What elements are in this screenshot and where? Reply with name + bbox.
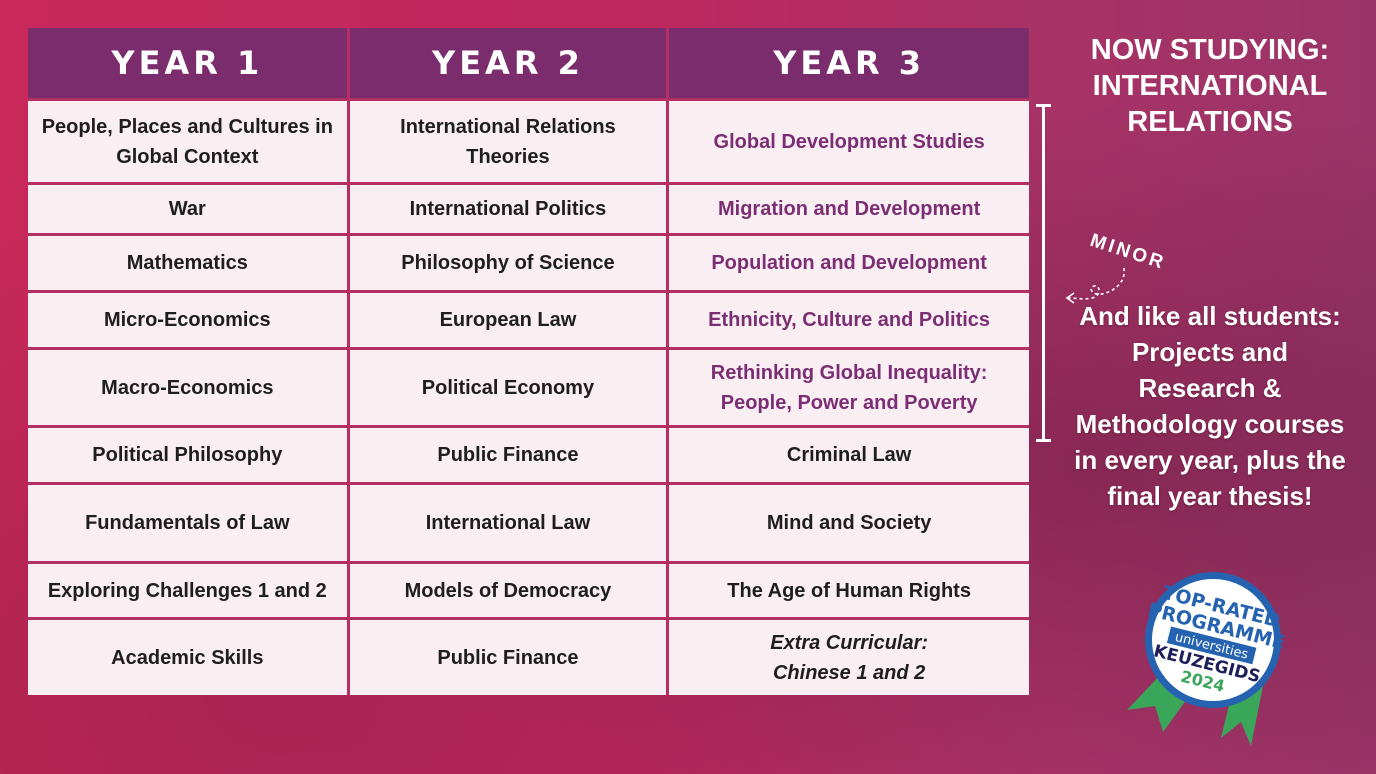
minor-course-cell: Migration and Development xyxy=(666,182,1029,233)
course-cell: European Law xyxy=(346,290,667,347)
course-cell: Micro-Economics xyxy=(28,290,347,347)
minor-course-cell: Rethinking Global Inequality: People, Po… xyxy=(666,347,1029,425)
curly-arrow-icon xyxy=(1065,267,1125,304)
course-cell: Macro-Economics xyxy=(28,347,347,425)
minor-course-cell: Global Development Studies xyxy=(666,98,1029,182)
table-row: Political Philosophy Public Finance Crim… xyxy=(28,425,1029,482)
minor-course-cell: Ethnicity, Culture and Politics xyxy=(666,290,1029,347)
course-cell: Public Finance xyxy=(346,617,667,695)
extra-curricular-cell: Extra Curricular: Chinese 1 and 2 xyxy=(666,617,1029,695)
table-row: War International Politics Migration and… xyxy=(28,182,1029,233)
course-cell: People, Places and Cultures in Global Co… xyxy=(28,98,347,182)
course-cell: Mathematics xyxy=(28,233,347,290)
course-cell: Public Finance xyxy=(346,425,667,482)
course-cell: The Age of Human Rights xyxy=(666,561,1029,617)
now-studying-title: NOW STUDYING: INTERNATIONAL RELATIONS xyxy=(1090,34,1330,138)
course-cell: Mind and Society xyxy=(666,482,1029,561)
table-row: Micro-Economics European Law Ethnicity, … xyxy=(28,290,1029,347)
course-cell: Philosophy of Science xyxy=(346,233,667,290)
curriculum-table: YEAR 1 YEAR 2 YEAR 3 People, Places and … xyxy=(28,28,1029,695)
table-row: Macro-Economics Political Economy Rethin… xyxy=(28,347,1029,425)
course-cell: Academic Skills xyxy=(28,617,347,695)
course-cell: Exploring Challenges 1 and 2 xyxy=(28,561,347,617)
header-row: YEAR 1 YEAR 2 YEAR 3 xyxy=(28,28,1029,98)
course-cell: Criminal Law xyxy=(666,425,1029,482)
course-cell: Models of Democracy xyxy=(346,561,667,617)
year-2-header: YEAR 2 xyxy=(346,28,667,98)
keuzegids-badge: TOP-RATED PROGRAMME universities KEUZEGI… xyxy=(1127,572,1287,746)
minor-course-cell: Population and Development xyxy=(666,233,1029,290)
course-cell: Political Philosophy xyxy=(28,425,347,482)
table-row: People, Places and Cultures in Global Co… xyxy=(28,98,1029,182)
table-row: Fundamentals of Law International Law Mi… xyxy=(28,482,1029,561)
course-cell: Political Economy xyxy=(346,347,667,425)
course-cell: International Relations Theories xyxy=(346,98,667,182)
course-cell: War xyxy=(28,182,347,233)
table-row: Academic Skills Public Finance Extra Cur… xyxy=(28,617,1029,695)
course-cell: Fundamentals of Law xyxy=(28,482,347,561)
minor-bracket xyxy=(1036,104,1051,442)
course-cell: International Law xyxy=(346,482,667,561)
course-cell: International Politics xyxy=(346,182,667,233)
year-3-header: YEAR 3 xyxy=(666,28,1029,98)
projects-note: And like all students: Projects and Rese… xyxy=(1074,301,1346,511)
table-row: Mathematics Philosophy of Science Popula… xyxy=(28,233,1029,290)
table-row: Exploring Challenges 1 and 2 Models of D… xyxy=(28,561,1029,617)
year-1-header: YEAR 1 xyxy=(28,28,347,98)
